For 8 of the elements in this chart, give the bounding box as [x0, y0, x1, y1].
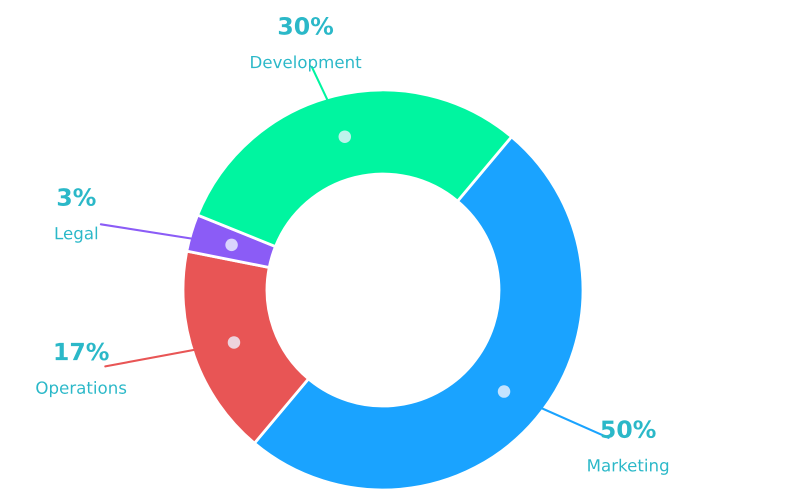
data-label: 17%: [56, 342, 109, 360]
data-label: 30%: [278, 16, 334, 35]
slice-label: Legal: [56, 226, 98, 243]
slice-label: Marketing: [588, 458, 668, 475]
slice-label: Operations: [36, 381, 126, 398]
slice-label: Development: [251, 55, 362, 72]
data-label: 3%: [58, 188, 96, 206]
data-label: 50%: [602, 420, 656, 438]
